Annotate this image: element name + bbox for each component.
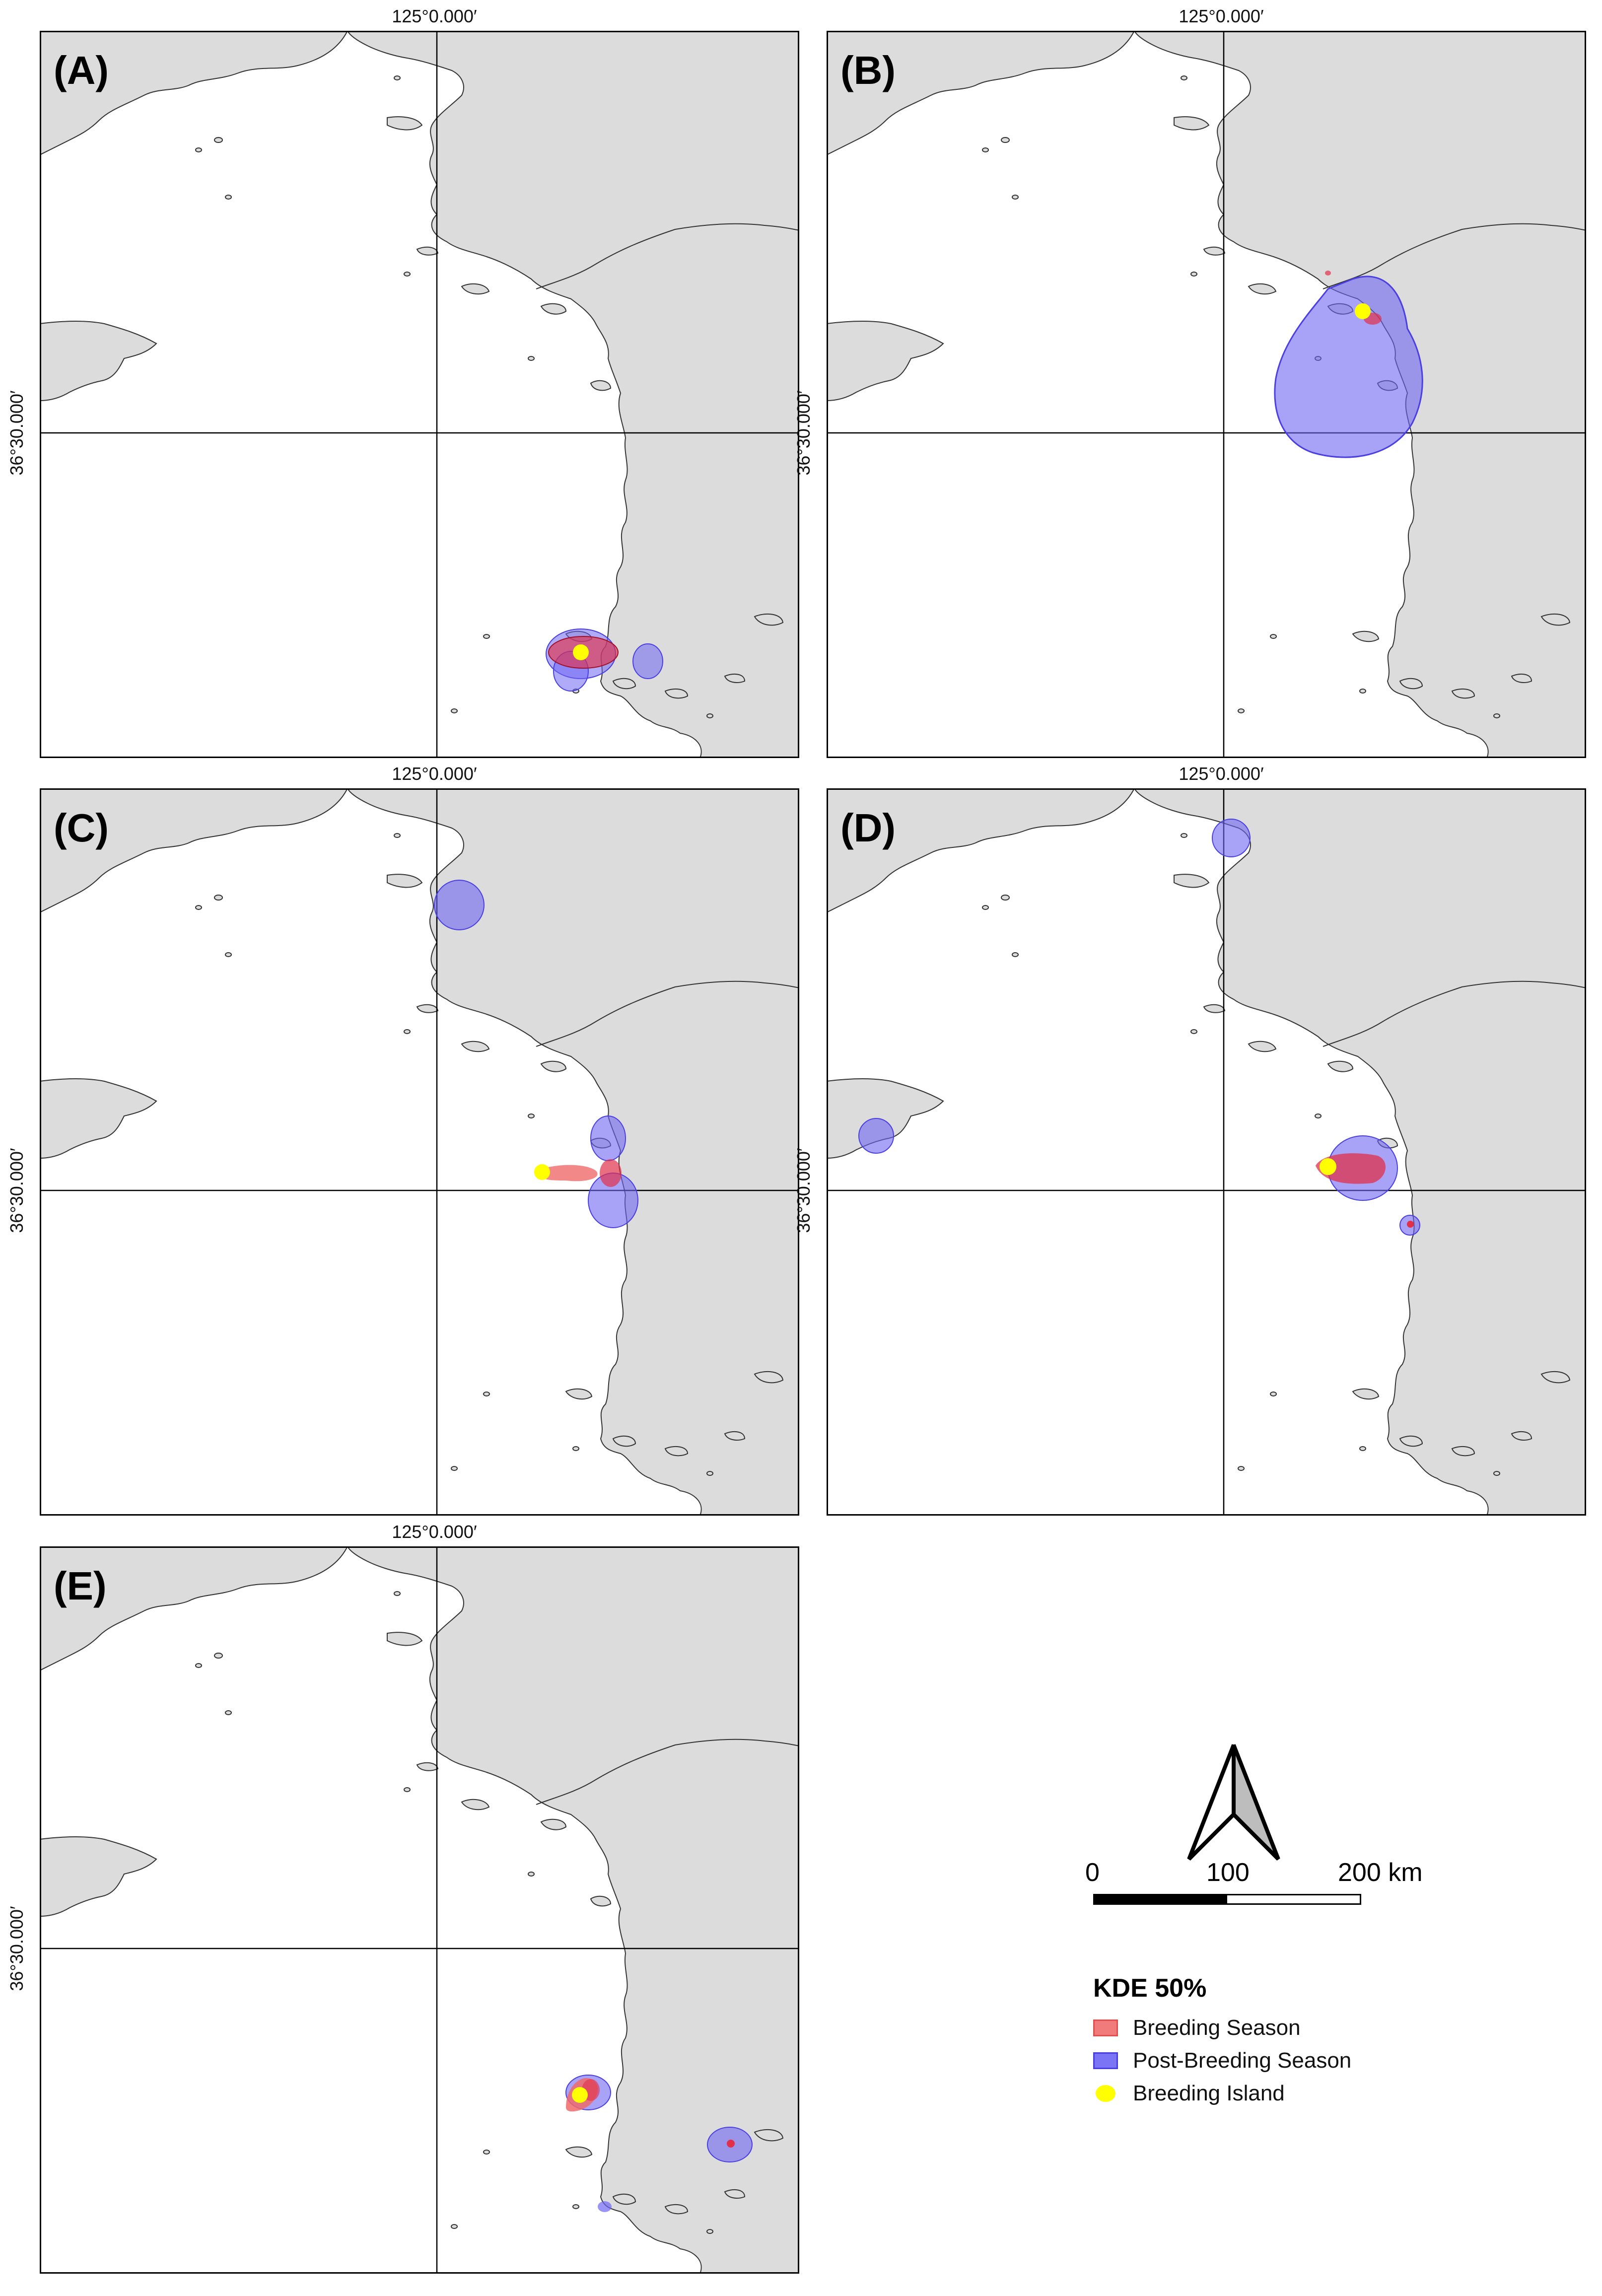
legend-item-breeding: Breeding Season [1093,2016,1301,2040]
kde-overlays-c [434,880,638,1228]
post-breeding-area [590,1115,626,1161]
legend-label: Post-Breeding Season [1133,2048,1352,2073]
post-breeding-area [858,1118,894,1154]
map-panel-a: 125°0.000′ 36°30.000′ (A) [6,6,799,758]
map-e [40,1546,799,2274]
breeding-area [600,1159,622,1187]
panel-label: (D) [840,806,896,850]
latitude-label: 36°30.000′ [793,390,814,476]
map-panel-d: 125°0.000′ 36°30.000′ (D) [793,764,1586,1516]
legend-label: Breeding Season [1133,2016,1301,2040]
kde-overlays-d [858,819,1420,1236]
longitude-label: 125°0.000′ [392,764,477,784]
latitude-label: 36°30.000′ [6,1906,27,1991]
post-breeding-area [1212,819,1251,857]
legend-item-post-breeding: Post-Breeding Season [1093,2048,1351,2073]
map-panel-b: 125°0.000′ 36°30.000′ (B) [793,6,1586,758]
post-breeding-area [1274,276,1423,458]
kde-overlays-b [1274,271,1423,458]
breeding-area [727,2140,735,2148]
breeding-island-marker [1355,303,1371,319]
breeding-island-marker [572,2087,588,2103]
panel-label: (C) [54,806,109,850]
breeding-island-marker [534,1164,550,1180]
longitude-label: 125°0.000′ [392,6,477,26]
kde-overlays-e [565,2075,753,2212]
breeding-island-swatch [1096,2085,1115,2102]
map-panel-e: 125°0.000′ 36°30.000′ (E) [6,1522,799,2274]
panel-label: (A) [54,48,109,92]
longitude-label: 125°0.000′ [392,1522,477,1542]
legend-label: Breeding Island [1133,2081,1285,2105]
scale-bar [1093,1894,1361,1905]
longitude-label: 125°0.000′ [1179,6,1264,26]
panel-label: (B) [840,48,896,92]
breeding-island-marker [1320,1158,1336,1175]
post-breeding-swatch [1093,2052,1118,2069]
latitude-label: 36°30.000′ [6,1148,27,1233]
scale-tick-100: 100 [1206,1858,1250,1887]
breeding-area [1325,271,1331,276]
map-c [40,788,799,1516]
map-panel-c: 125°0.000′ 36°30.000′ (C) [6,764,799,1516]
breeding-area [536,1165,598,1182]
post-breeding-area [598,2201,612,2212]
legend-item-breeding-island: Breeding Island [1093,2081,1285,2106]
breeding-area [1407,1221,1414,1228]
latitude-label: 36°30.000′ [793,1148,814,1233]
scale-tick-200: 200 km [1338,1858,1423,1887]
north-arrow-icon [1186,1740,1286,1867]
map-d [827,788,1586,1516]
latitude-label: 36°30.000′ [6,390,27,476]
scale-tick-0: 0 [1085,1858,1100,1887]
map-a [40,31,799,758]
kde-overlays-a [546,628,663,692]
post-breeding-area [632,643,663,679]
map-b [827,31,1586,758]
panel-label: (E) [54,1564,107,1608]
legend-title: KDE 50% [1093,1974,1207,2003]
breeding-island-marker [573,644,589,660]
longitude-label: 125°0.000′ [1179,764,1264,784]
post-breeding-area [434,880,485,930]
breeding-swatch [1093,2019,1118,2036]
